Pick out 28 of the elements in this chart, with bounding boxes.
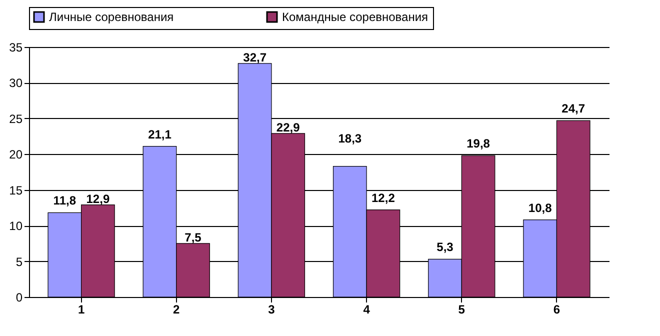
data-label: 11,8	[53, 194, 76, 208]
x-tick-label: 5	[458, 302, 466, 316]
data-label: 7,5	[184, 230, 202, 244]
data-label: 19,8	[466, 136, 490, 151]
data-label: 18,3	[338, 131, 362, 146]
data-label: 24,7	[562, 102, 586, 116]
legend-label: Личные соревнования	[49, 10, 174, 24]
x-tick-label: 4	[363, 302, 370, 316]
x-tick-label: 2	[173, 302, 180, 316]
data-label: 5,3	[436, 240, 454, 254]
x-tick-label: 6	[553, 302, 560, 316]
y-tick-label: 20	[9, 148, 23, 162]
data-label: 12,9	[86, 192, 110, 206]
y-tick-label: 0	[16, 290, 23, 304]
data-label: 12,2	[372, 190, 396, 205]
y-tick-label: 35	[9, 40, 23, 54]
y-tick-label: 5	[16, 254, 23, 269]
data-label: 10,8	[528, 200, 552, 215]
data-label: 21,1	[148, 127, 172, 142]
data-label: 22,9	[276, 120, 300, 134]
data-label: 32,7	[243, 50, 267, 64]
x-tick-label: 1	[78, 302, 85, 316]
legend-label: Командные соревнования	[282, 10, 428, 24]
y-tick-label: 25	[9, 112, 23, 126]
x-tick-label: 3	[268, 302, 276, 316]
y-tick-label: 10	[9, 219, 23, 234]
y-tick-label: 30	[9, 76, 23, 90]
y-tick-label: 15	[9, 183, 23, 198]
